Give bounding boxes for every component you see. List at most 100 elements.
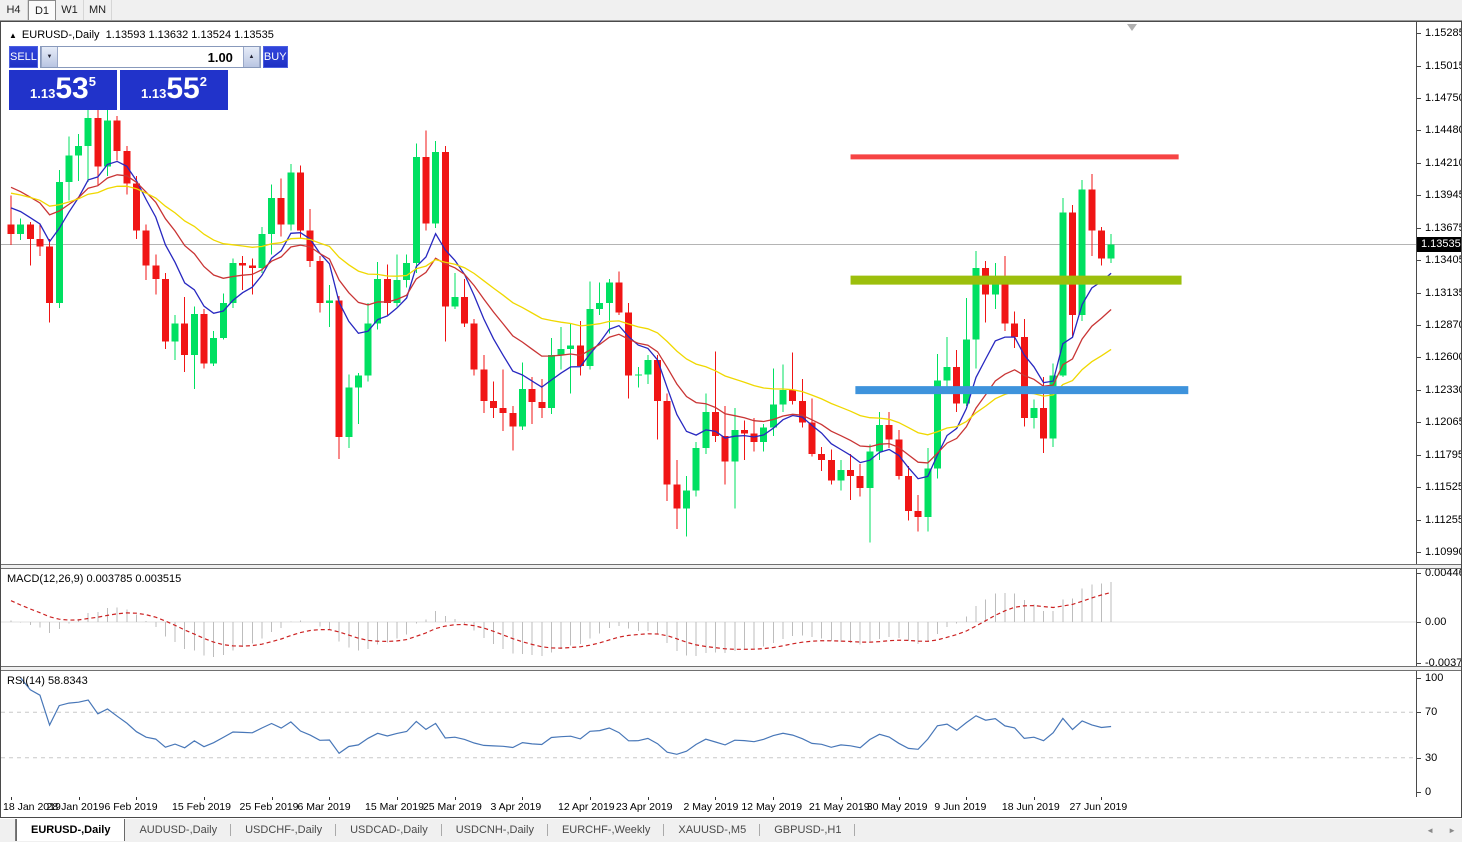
rsi-label: RSI(14) 58.8343	[7, 675, 88, 687]
macd-histogram	[10, 582, 1112, 657]
date-axis[interactable]: 18 Jan 2019 28 Jan 2019 6 Feb 2019 15 Feb 2…	[1, 797, 1461, 817]
axis-value-label: 1.12330	[1417, 383, 1461, 397]
chart-tab-xauusd[interactable]: XAUUSD-,M5	[664, 819, 761, 841]
date-label: 23 Apr 2019	[615, 801, 673, 813]
buy-price-big: 55	[166, 72, 200, 105]
sell-price-display[interactable]: 1.13 53 5	[9, 70, 117, 110]
date-label: 27 Jun 2019	[1069, 801, 1128, 813]
date-tick	[271, 797, 273, 800]
date-label: 12 May 2019	[741, 801, 803, 813]
date-tick	[397, 797, 398, 800]
sell-button[interactable]: SELL	[9, 46, 38, 68]
timeframe-h4[interactable]: H4	[0, 0, 28, 20]
macd-axis[interactable]: 0.004465 0.00 -0.003715	[1416, 569, 1461, 666]
symbol-tab-bar: EURUSD-,Daily AUDUSD-,Daily USDCHF-,Daily U…	[0, 818, 1462, 841]
date-tick	[773, 797, 775, 800]
axis-value-label: 0.00	[1417, 615, 1446, 629]
axis-value-label: 1.13675	[1417, 221, 1461, 235]
date-tick	[647, 797, 649, 800]
date-label: 15 Feb 2019	[172, 801, 231, 813]
date-label: 3 Apr 2019	[490, 801, 542, 813]
date-tick	[522, 797, 524, 800]
rsi-axis[interactable]: 100 70 30 0	[1416, 671, 1461, 797]
date-tick	[329, 797, 331, 800]
volume-input[interactable]	[57, 47, 243, 67]
date-label: 12 Apr 2019	[558, 801, 615, 813]
axis-value-label: 1.11255	[1417, 513, 1461, 527]
date-label: 30 May 2019	[866, 801, 928, 813]
price-chart-panel: ▲ EURUSD-,Daily 1.13593 1.13632 1.13524 1…	[1, 22, 1461, 564]
main-chart-svg[interactable]	[1, 22, 1417, 564]
sell-price-sup: 5	[88, 74, 96, 89]
axis-value-label: 0	[1417, 785, 1431, 797]
collapse-trade-panel-icon[interactable]: ▲	[9, 31, 17, 40]
timeframe-w1[interactable]: W1	[56, 0, 84, 20]
panel-separator[interactable]	[1, 564, 1461, 569]
macd-signal-line	[10, 591, 1112, 650]
date-tick	[590, 797, 591, 800]
date-tick	[204, 797, 205, 800]
date-tick	[966, 797, 968, 800]
date-tick	[136, 797, 138, 800]
axis-value-label: 1.13405	[1417, 253, 1461, 267]
chart-tab-usdcnh[interactable]: USDCNH-,Daily	[442, 819, 549, 841]
buy-price-sup: 2	[199, 74, 207, 89]
axis-value-label: 1.15015	[1417, 59, 1461, 73]
chart-tab-usdcad[interactable]: USDCAD-,Daily	[336, 819, 442, 841]
axis-value-label: 1.10990	[1417, 545, 1461, 559]
timeframe-toolbar: H4 D1 W1 MN	[0, 0, 1462, 21]
axis-value-label: 1.14480	[1417, 123, 1461, 137]
candlestick-series	[7, 103, 1115, 543]
axis-value-label: 0.004465	[1417, 569, 1461, 580]
tab-scroll-right-icon[interactable]: ►	[1448, 825, 1456, 835]
moving-average-8	[10, 160, 1112, 480]
axis-value-label: 1.14750	[1417, 91, 1461, 105]
rsi-chart-svg[interactable]	[1, 671, 1417, 797]
panel-separator[interactable]	[1, 666, 1461, 671]
current-price-tag: 1.13535	[1417, 237, 1461, 253]
buy-button[interactable]: BUY	[262, 46, 288, 68]
chart-symbol-period: EURUSD-,Daily	[21, 29, 100, 41]
tab-scroll-left-icon[interactable]: ◄	[1426, 825, 1435, 835]
axis-value-label: 1.14210	[1417, 156, 1461, 170]
date-label: 15 Mar 2019	[365, 801, 424, 813]
axis-value-label: 30	[1417, 751, 1437, 765]
price-axis[interactable]: 1.15285 1.15015 1.14750 1.14480 1.14210 1.139…	[1416, 22, 1461, 564]
date-label: 9 Jun 2019	[934, 801, 987, 813]
axis-value-label: 1.12065	[1417, 415, 1461, 429]
chart-tab-eurchf[interactable]: EURCHF-,Weekly	[548, 819, 665, 841]
date-label: 28 Jan 2019	[46, 801, 105, 813]
chart-tab-eurusd[interactable]: EURUSD-,Daily	[16, 819, 126, 841]
date-tick	[11, 797, 12, 800]
volume-increase-button[interactable]: ▲	[242, 47, 260, 67]
moving-average-34	[10, 185, 1112, 436]
axis-value-label: 1.15285	[1417, 26, 1461, 40]
date-label: 25 Feb 2019	[239, 801, 299, 813]
chart-ohlc-values: 1.13593 1.13632 1.13524 1.13535	[105, 29, 274, 41]
timeframe-d1[interactable]: D1	[28, 0, 56, 20]
buy-price-display[interactable]: 1.13 55 2	[120, 70, 228, 110]
chart-tab-gbpusd[interactable]: GBPUSD-,H1	[760, 819, 856, 841]
macd-panel: MACD(12,26,9) 0.003785 0.003515 0.004465…	[1, 569, 1461, 666]
chart-shift-marker-icon	[1127, 24, 1137, 31]
axis-value-label: 1.13135	[1417, 286, 1461, 300]
moving-average-16	[10, 174, 1112, 464]
axis-value-label: 1.11525	[1417, 480, 1461, 494]
date-tick	[1033, 797, 1035, 800]
axis-value-label: 1.11795	[1417, 448, 1461, 462]
sell-price-big: 53	[55, 72, 89, 105]
axis-value-label: -0.003715	[1417, 656, 1461, 666]
chart-tab-usdchf[interactable]: USDCHF-,Daily	[231, 819, 337, 841]
date-tick	[715, 797, 717, 800]
triangle-up-icon: ▲	[248, 54, 255, 60]
timeframe-mn[interactable]: MN	[84, 0, 112, 20]
macd-chart-svg[interactable]	[1, 569, 1417, 666]
sell-price-prefix: 1.13	[30, 86, 56, 101]
axis-value-label: 100	[1417, 671, 1443, 685]
date-label: 6 Mar 2019	[297, 801, 351, 813]
chart-tab-audusd[interactable]: AUDUSD-,Daily	[125, 819, 231, 841]
date-tick	[454, 797, 456, 800]
buy-price-prefix: 1.13	[141, 86, 167, 101]
volume-decrease-button[interactable]: ▼	[40, 47, 58, 67]
